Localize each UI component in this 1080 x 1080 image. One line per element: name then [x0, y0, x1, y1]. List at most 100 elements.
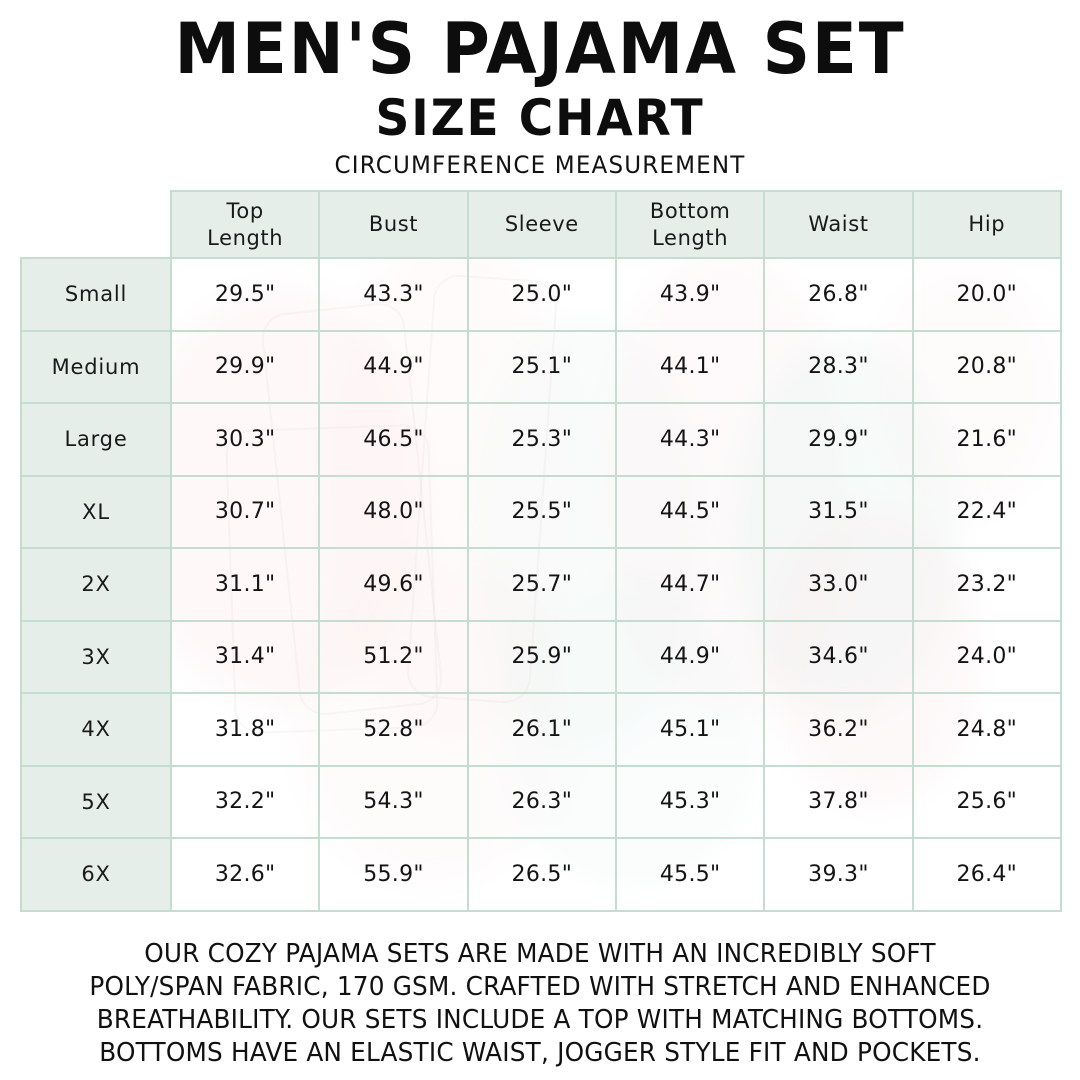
cell-top-length: 29.9" — [169, 329, 321, 404]
column-header-bottom-length: Bottom Length — [614, 190, 766, 259]
cell-bottom-length: 44.3" — [614, 402, 766, 477]
footer-line: Bottoms have an elastic waist, jogger st… — [99, 1038, 981, 1068]
cell-top-length: 32.2" — [169, 764, 321, 839]
cell-bottom-length: 45.1" — [614, 692, 766, 767]
corner-cell — [21, 191, 171, 258]
cell-sleeve: 25.0" — [466, 257, 617, 332]
column-header-line1: Sleeve — [504, 212, 579, 236]
footer-line: Our cozy pajama sets are made with an in… — [144, 939, 936, 969]
cell-bottom-length: 43.9" — [614, 257, 766, 332]
cell-top-length: 30.7" — [169, 474, 321, 549]
header-block: Men's Pajama Set Size Chart Circumferenc… — [0, 10, 1080, 180]
footer-description: Our cozy pajama sets are made with an in… — [16, 938, 1064, 1070]
table-row: 4X 31.8" 52.8" 26.1" 45.1" 36.2" 24.8" — [20, 692, 1062, 767]
cell-sleeve: 25.7" — [466, 547, 617, 622]
size-label: Medium — [20, 329, 172, 404]
cell-sleeve: 25.3" — [466, 402, 617, 477]
cell-hip: 20.0" — [911, 257, 1062, 332]
column-header-line1: Top — [226, 198, 264, 223]
cell-waist: 31.5" — [763, 474, 914, 549]
cell-hip: 23.2" — [911, 547, 1062, 622]
cell-sleeve: 25.1" — [466, 329, 617, 404]
cell-hip: 21.6" — [911, 402, 1062, 477]
cell-bottom-length: 44.9" — [614, 619, 766, 694]
cell-bust: 46.5" — [318, 402, 469, 477]
cell-top-length: 32.6" — [169, 837, 321, 912]
cell-hip: 24.8" — [911, 692, 1062, 767]
cell-bust: 51.2" — [318, 619, 469, 694]
table-row: Large 30.3" 46.5" 25.3" 44.3" 29.9" 21.6… — [20, 402, 1062, 477]
cell-top-length: 30.3" — [169, 402, 321, 477]
cell-bottom-length: 45.3" — [614, 764, 766, 839]
cell-hip: 24.0" — [911, 619, 1062, 694]
table-row: 6X 32.6" 55.9" 26.5" 45.5" 39.3" 26.4" — [20, 837, 1062, 912]
cell-bust: 44.9" — [318, 329, 469, 404]
table-row: XL 30.7" 48.0" 25.5" 44.5" 31.5" 22.4" — [20, 474, 1062, 549]
table-row: 2X 31.1" 49.6" 25.7" 44.7" 33.0" 23.2" — [20, 547, 1062, 622]
size-label: Small — [20, 257, 172, 332]
size-label: 2X — [20, 547, 172, 622]
cell-sleeve: 25.9" — [466, 619, 617, 694]
column-header-bust: Bust — [318, 190, 469, 259]
cell-top-length: 31.4" — [169, 619, 321, 694]
cell-bust: 43.3" — [318, 257, 469, 332]
table-row: Medium 29.9" 44.9" 25.1" 44.1" 28.3" 20.… — [20, 329, 1062, 404]
column-header-line1: Bottom — [649, 198, 731, 223]
column-header-line1: Bust — [368, 212, 419, 236]
column-header-line1: Hip — [968, 212, 1006, 236]
header-row: Top Length Bust Sleeve Bottom Length Wai — [21, 190, 1062, 259]
column-header-line2: Length — [207, 225, 284, 250]
footer-line: breathability. Our sets include a top wi… — [96, 1005, 984, 1035]
column-header-waist: Waist — [763, 190, 914, 259]
cell-bottom-length: 44.5" — [614, 474, 766, 549]
cell-hip: 22.4" — [911, 474, 1062, 549]
column-header-top-length: Top Length — [169, 190, 321, 259]
footer-line: poly/span fabric, 170 gsm. Crafted with … — [89, 972, 991, 1002]
column-header-sleeve: Sleeve — [466, 190, 617, 259]
cell-hip: 20.8" — [911, 329, 1062, 404]
cell-sleeve: 25.5" — [466, 474, 617, 549]
cell-waist: 33.0" — [763, 547, 914, 622]
cell-sleeve: 26.1" — [466, 692, 617, 767]
table-row: Small 29.5" 43.3" 25.0" 43.9" 26.8" 20.0… — [20, 257, 1062, 332]
cell-waist: 26.8" — [763, 257, 914, 332]
cell-sleeve: 26.5" — [466, 837, 617, 912]
size-label: 5X — [20, 764, 172, 839]
table-header: Top Length Bust Sleeve Bottom Length Wai — [21, 190, 1062, 259]
size-label: 3X — [20, 619, 172, 694]
cell-waist: 36.2" — [763, 692, 914, 767]
cell-waist: 39.3" — [763, 837, 914, 912]
table-row: 5X 32.2" 54.3" 26.3" 45.3" 37.8" 25.6" — [20, 764, 1062, 839]
size-label: XL — [20, 474, 172, 549]
cell-sleeve: 26.3" — [466, 764, 617, 839]
cell-bust: 52.8" — [318, 692, 469, 767]
cell-waist: 37.8" — [763, 764, 914, 839]
cell-top-length: 29.5" — [169, 257, 321, 332]
cell-bust: 54.3" — [318, 764, 469, 839]
table-body: Small 29.5" 43.3" 25.0" 43.9" 26.8" 20.0… — [20, 257, 1062, 912]
column-header-line1: Waist — [808, 212, 869, 236]
cell-hip: 26.4" — [911, 837, 1062, 912]
cell-top-length: 31.8" — [169, 692, 321, 767]
size-chart-table: Top Length Bust Sleeve Bottom Length Wai — [20, 190, 1062, 912]
cell-waist: 28.3" — [763, 329, 914, 404]
measurement-note: Circumference Measurement — [334, 151, 746, 179]
column-header-hip: Hip — [911, 190, 1062, 259]
cell-bottom-length: 44.1" — [614, 329, 766, 404]
size-label: 4X — [20, 692, 172, 767]
cell-waist: 29.9" — [763, 402, 914, 477]
size-chart-table-wrapper: Top Length Bust Sleeve Bottom Length Wai — [20, 190, 1062, 912]
cell-bottom-length: 45.5" — [614, 837, 766, 912]
cell-bottom-length: 44.7" — [614, 547, 766, 622]
size-label: Large — [20, 402, 172, 477]
column-header-line2: Length — [652, 225, 729, 250]
cell-bust: 49.6" — [318, 547, 469, 622]
table-row: 3X 31.4" 51.2" 25.9" 44.9" 34.6" 24.0" — [20, 619, 1062, 694]
cell-hip: 25.6" — [911, 764, 1062, 839]
cell-bust: 48.0" — [318, 474, 469, 549]
cell-top-length: 31.1" — [169, 547, 321, 622]
size-label: 6X — [20, 837, 172, 912]
page-title: Men's Pajama Set — [174, 8, 906, 90]
cell-waist: 34.6" — [763, 619, 914, 694]
